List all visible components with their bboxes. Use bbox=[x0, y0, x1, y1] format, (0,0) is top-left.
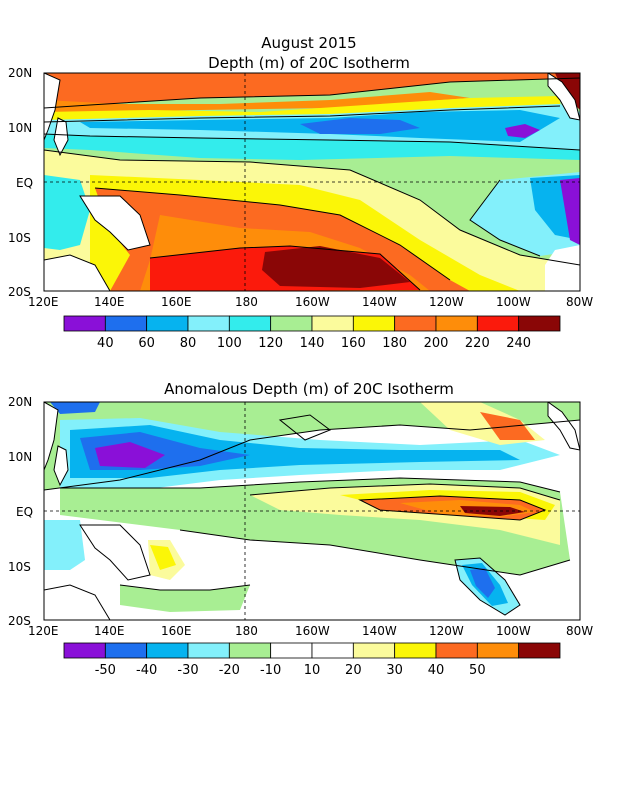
top-colorbar-label: 40 bbox=[97, 336, 114, 351]
top-panel-title: Depth (m) of 20C Isotherm bbox=[208, 54, 410, 72]
top-colorbar-swatch bbox=[352, 315, 396, 332]
bottom-map-panel bbox=[44, 402, 580, 620]
top-colorbar-swatch bbox=[104, 315, 148, 332]
bottom-lon-label: 160E bbox=[161, 624, 192, 638]
bottom-guide-lines bbox=[44, 402, 580, 620]
top-landmasses bbox=[44, 73, 580, 291]
top-axis-labels: 20N 10N EQ 10S 20S 120E 140E 160E 180 16… bbox=[8, 66, 593, 309]
top-guide-lines bbox=[44, 73, 580, 291]
figure-title: August 2015 bbox=[261, 34, 357, 52]
top-lat-label: 20S bbox=[8, 285, 31, 299]
top-lon-label: 140W bbox=[362, 295, 397, 309]
bottom-contour-lines bbox=[44, 414, 580, 616]
top-lon-label: 120W bbox=[429, 295, 464, 309]
top-colorbar-swatch bbox=[518, 315, 561, 332]
bottom-lon-label: 120E bbox=[28, 624, 59, 638]
bottom-colorbar-label: -20 bbox=[219, 663, 240, 678]
bottom-colorbar-label: -40 bbox=[136, 663, 157, 678]
top-colorbar: 40 60 80 100 120 140 160 180 200 220 240 bbox=[63, 315, 561, 351]
bottom-lat-label: EQ bbox=[16, 505, 33, 519]
bottom-axis-labels: 20N 10N EQ 10S 20S 120E 140E 160E 180 16… bbox=[8, 395, 593, 638]
bottom-colorbar-label: 20 bbox=[345, 663, 362, 678]
bottom-lat-label: 20S bbox=[8, 614, 31, 628]
bottom-lon-label: 140W bbox=[362, 624, 397, 638]
bottom-colorbar-swatch bbox=[518, 642, 561, 659]
bottom-lon-label: 120W bbox=[429, 624, 464, 638]
top-lon-label: 160E bbox=[161, 295, 192, 309]
top-colorbar-label: 200 bbox=[424, 336, 449, 351]
bottom-colorbar-label: 10 bbox=[304, 663, 321, 678]
top-colorbar-swatch bbox=[63, 315, 106, 332]
bottom-colorbar-label: 50 bbox=[469, 663, 486, 678]
bottom-lon-label: 160W bbox=[295, 624, 330, 638]
top-colorbar-label: 120 bbox=[258, 336, 283, 351]
bottom-lat-label: 10N bbox=[8, 450, 32, 464]
bottom-colorbar-swatch bbox=[146, 642, 189, 659]
bottom-colorbar-swatch bbox=[311, 642, 354, 659]
bottom-lat-label: 10S bbox=[8, 560, 31, 574]
top-colorbar-label: 180 bbox=[382, 336, 407, 351]
bottom-colorbar-swatch bbox=[187, 642, 230, 659]
bottom-strong-negative-blob bbox=[95, 442, 165, 468]
bottom-landmasses bbox=[44, 402, 580, 620]
top-map-panel bbox=[44, 73, 580, 291]
bottom-lon-label: 100W bbox=[496, 624, 531, 638]
top-colorbar-swatch bbox=[435, 315, 478, 332]
top-colorbar-label: 160 bbox=[341, 336, 366, 351]
top-colorbar-label: 80 bbox=[180, 336, 197, 351]
top-colorbar-label: 60 bbox=[138, 336, 155, 351]
top-lon-label: 100W bbox=[496, 295, 531, 309]
bottom-colorbar-swatch bbox=[270, 642, 313, 659]
top-colorbar-swatch bbox=[394, 315, 437, 332]
bottom-colorbar-swatch bbox=[435, 642, 478, 659]
top-colorbar-label: 100 bbox=[217, 336, 242, 351]
top-colorbar-swatch bbox=[146, 315, 189, 332]
top-colorbar-swatch bbox=[228, 315, 272, 332]
top-lon-label: 160W bbox=[295, 295, 330, 309]
bottom-warm-anomaly-max bbox=[460, 506, 525, 516]
top-colorbar-label: 220 bbox=[465, 336, 490, 351]
bottom-lat-label: 20N bbox=[8, 395, 32, 409]
bottom-colorbar-swatch bbox=[228, 642, 272, 659]
bottom-colorbar-label: -10 bbox=[260, 663, 281, 678]
top-map-frame bbox=[43, 72, 581, 292]
top-maximum-depth-blob bbox=[262, 246, 410, 288]
bottom-colorbar-swatch bbox=[394, 642, 437, 659]
bottom-colorbar-label: -50 bbox=[95, 663, 116, 678]
bottom-colorbar-label: 40 bbox=[428, 663, 445, 678]
top-colorbar-swatch bbox=[476, 315, 520, 332]
top-contour-lines bbox=[44, 77, 580, 291]
bottom-colorbar: -50 -40 -30 -20 -10 10 20 30 40 50 bbox=[63, 642, 561, 678]
bottom-lon-label: 180 bbox=[235, 624, 258, 638]
bottom-lon-label: 140E bbox=[94, 624, 125, 638]
top-colorbar-label: 140 bbox=[300, 336, 325, 351]
bottom-map-frame bbox=[43, 401, 581, 621]
bottom-colorbar-swatch bbox=[104, 642, 148, 659]
top-lat-label: 10S bbox=[8, 231, 31, 245]
top-lat-label: EQ bbox=[16, 176, 33, 190]
top-lon-label: 120E bbox=[28, 295, 59, 309]
top-colorbar-label: 240 bbox=[506, 336, 531, 351]
bottom-colorbar-swatch bbox=[63, 642, 106, 659]
top-lat-label: 10N bbox=[8, 121, 32, 135]
bottom-lon-label: 80W bbox=[566, 624, 593, 638]
top-lon-label: 140E bbox=[94, 295, 125, 309]
bottom-colorbar-label: -30 bbox=[177, 663, 198, 678]
top-colorbar-swatch bbox=[270, 315, 313, 332]
top-colorbar-swatch bbox=[311, 315, 354, 332]
top-lon-label: 80W bbox=[566, 295, 593, 309]
top-lon-label: 180 bbox=[235, 295, 258, 309]
bottom-panel-title: Anomalous Depth (m) of 20C Isotherm bbox=[164, 380, 454, 398]
top-colorbar-swatch bbox=[187, 315, 230, 332]
top-lat-label: 20N bbox=[8, 66, 32, 80]
bottom-colorbar-swatch bbox=[476, 642, 520, 659]
top-deep-blue-blob bbox=[300, 118, 420, 134]
bottom-colorbar-label: 30 bbox=[386, 663, 403, 678]
bottom-south-negative-blob bbox=[470, 568, 495, 598]
bottom-colorbar-swatch bbox=[352, 642, 396, 659]
